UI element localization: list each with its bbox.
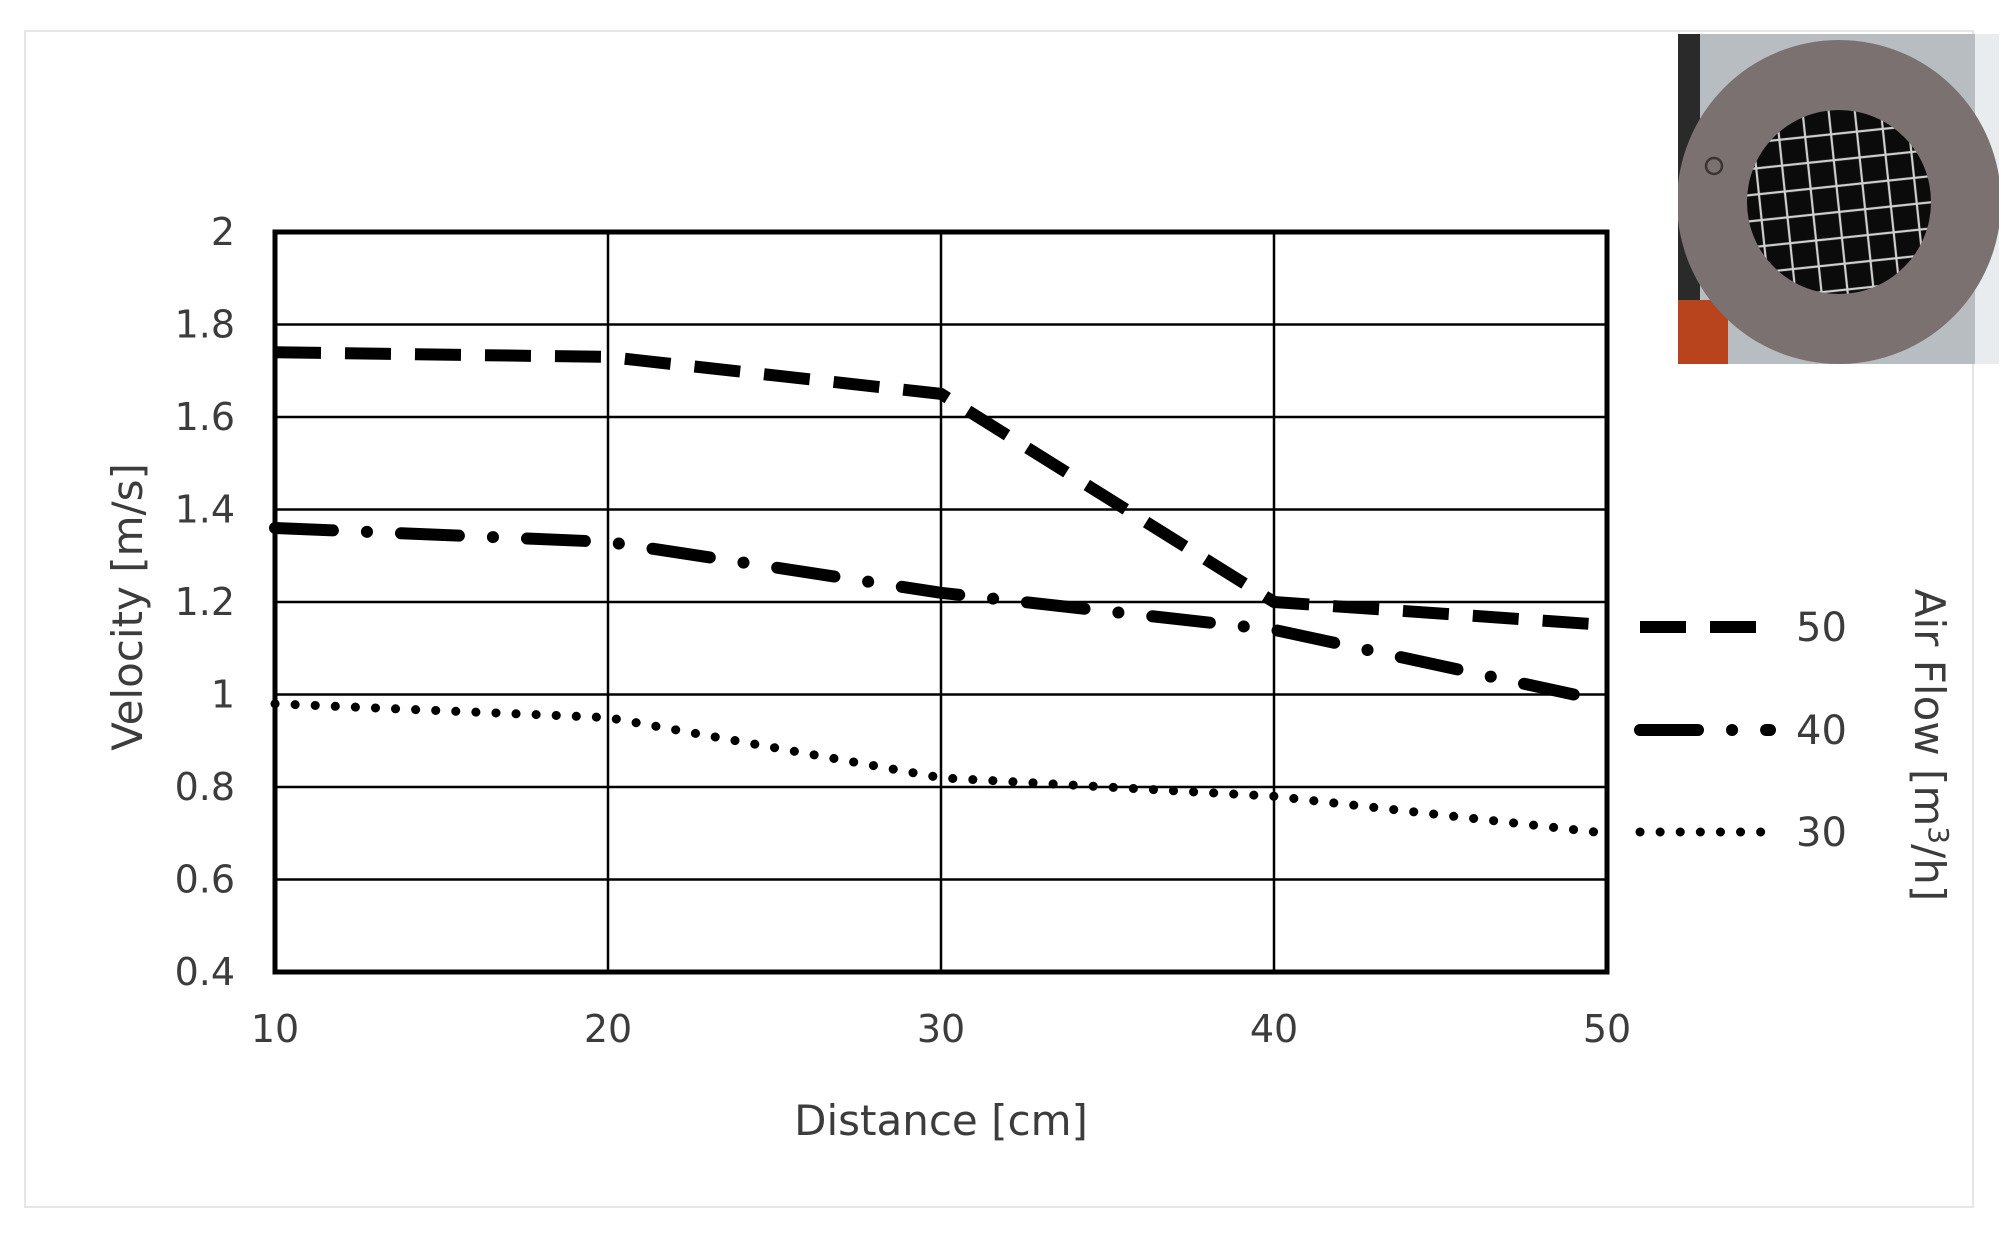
y-tick-label: 1.8 [175,303,235,347]
x-axis-title: Distance [cm] [794,1096,1088,1145]
legend-label: 30 [1796,810,1847,856]
plot-border [272,229,1610,975]
x-tick-label: 30 [917,1007,965,1051]
series-line-50 [274,346,1608,632]
y-tick-label: 0.8 [175,765,235,809]
y-tick-label: 0.6 [175,858,235,902]
y-tick-label: 1 [211,673,235,717]
legend-title-part-1: Air Flow [m [1905,589,1954,827]
y-tick-labels: 0.4 0.6 0.8 1 1.2 1.4 1.6 1.8 2 [175,210,235,994]
x-tick-label: 10 [251,1007,299,1051]
x-tick-label: 40 [1250,1007,1298,1051]
grid-lines [273,230,1609,974]
diffuser-mesh [1747,110,1931,294]
legend-label: 50 [1796,605,1847,651]
y-tick-label: 0.4 [175,950,235,994]
y-tick-label: 2 [211,210,235,254]
x-tick-labels: 10 20 30 40 50 [251,1007,1631,1051]
x-tick-label: 20 [584,1007,632,1051]
y-tick-label: 1.2 [175,580,235,624]
x-tick-label: 50 [1583,1007,1631,1051]
legend-title: Air Flow [m3/h] [1905,589,1955,902]
air-diffuser-photo [1678,34,1999,364]
series-line-40 [269,522,1580,701]
y-tick-label: 1.4 [175,488,235,532]
legend-label: 40 [1796,708,1847,754]
legend-title-part-2: /h] [1905,844,1954,901]
series-line-30 [270,699,1612,838]
series-lines [269,346,1612,838]
legend-title-superscript: 3 [1922,826,1955,844]
legend: 50 40 30 [1634,605,1847,856]
y-axis-title: Velocity [m/s] [103,463,152,751]
chart-frame [24,30,1974,1208]
screw-icon [1704,156,1724,176]
y-tick-label: 1.6 [175,395,235,439]
